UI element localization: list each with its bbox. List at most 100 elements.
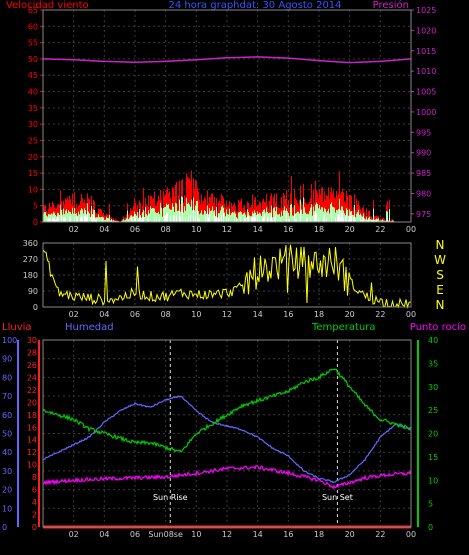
rain-y-tick: 26 [27, 361, 37, 370]
temp-x-tick: 10 [191, 530, 201, 539]
dewpoint-axis-label: Punto rocío [410, 321, 466, 333]
rain-axis-label: Lluvia [2, 322, 32, 333]
direction-x-tick: 06 [130, 310, 140, 319]
wind-y-tick: 20 [28, 153, 38, 162]
rain-y-tick: 22 [27, 386, 37, 395]
rain-y-tick: 28 [27, 348, 37, 357]
rain-y-tick: 14 [27, 436, 37, 445]
humidity-y-tick: 0 [2, 523, 7, 532]
temp-x-tick: 18 [314, 530, 324, 539]
direction-x-tick: 02 [69, 310, 79, 319]
graph-date-title: 24 hora graphdat: 30 Agosto 2014 [168, 0, 341, 11]
humidity-axis-label: Humedad [65, 322, 114, 333]
humidity-y-tick: 50 [2, 430, 12, 439]
temperature-y-tick: 30 [428, 383, 438, 392]
pressure-y-tick: 1010 [416, 67, 436, 76]
rain-y-tick: 0 [32, 523, 37, 532]
wind-y-tick: 55 [28, 39, 38, 48]
pressure-y-tick: 980 [416, 189, 431, 198]
wind-speed-bars [43, 170, 410, 222]
temp-x-tick: 14 [253, 530, 263, 539]
wind-x-tick: 00 [406, 225, 416, 234]
rain-y-tick: 16 [27, 423, 37, 432]
wind-x-tick: 18 [314, 225, 324, 234]
rain-y-tick: 10 [27, 461, 37, 470]
temp-x-tick: 12 [222, 530, 232, 539]
direction-x-tick: 14 [253, 310, 263, 319]
wind-x-tick: 04 [99, 225, 109, 234]
temp-x-tick: 20 [345, 530, 355, 539]
cardinal-label: E [436, 283, 444, 297]
wind-x-tick: 16 [283, 225, 293, 234]
direction-y-tick: 180 [23, 271, 38, 280]
temp-x-tick: 16 [283, 530, 293, 539]
temp-x-tick: Sun08se [148, 530, 183, 539]
wind-x-tick: 06 [130, 225, 140, 234]
direction-x-tick: 12 [222, 310, 232, 319]
humidity-line [42, 395, 412, 484]
direction-x-tick: 20 [345, 310, 355, 319]
rain-y-tick: 8 [32, 473, 37, 482]
wind-direction-line [42, 244, 411, 309]
wind-y-tick: 35 [28, 104, 38, 113]
wind-x-tick: 02 [69, 225, 79, 234]
wind-y-tick: 0 [33, 218, 38, 227]
temperature-axis-label: Temperatura [311, 322, 376, 333]
wind-y-tick: 30 [28, 120, 38, 129]
temperature-line [42, 368, 412, 453]
pressure-y-tick: 975 [416, 210, 431, 219]
wind-y-tick: 45 [28, 71, 38, 80]
temperature-y-tick: 10 [428, 476, 438, 485]
temperature-humidity-panel: 0102030405060708090100024681012141618202… [2, 336, 438, 539]
temperature-y-tick: 40 [428, 336, 438, 345]
pressure-y-tick: 985 [416, 169, 431, 178]
wind-x-tick: 22 [375, 225, 385, 234]
direction-x-tick: 08 [161, 310, 171, 319]
humidity-y-tick: 80 [2, 373, 12, 382]
wind-x-tick: 10 [191, 225, 201, 234]
direction-plot-frame [42, 242, 412, 308]
wind-pressure-panel: 0510152025303540455055606597598098599099… [28, 6, 437, 234]
rain-y-tick: 18 [27, 411, 37, 420]
rain-y-tick: 2 [32, 511, 37, 520]
wind-y-tick: 10 [28, 185, 38, 194]
cardinal-label: W [434, 253, 446, 267]
pressure-y-tick: 990 [416, 149, 431, 158]
temperature-y-tick: 35 [428, 359, 438, 368]
direction-x-tick: 00 [406, 310, 416, 319]
temp-x-tick: 02 [69, 530, 79, 539]
temperature-y-tick: 5 [428, 500, 433, 509]
rain-y-tick: 24 [27, 373, 37, 382]
wind-y-tick: 5 [33, 202, 38, 211]
direction-x-tick: 22 [375, 310, 385, 319]
cardinal-label: N [436, 238, 445, 252]
temp-plot-frame [42, 339, 412, 528]
temp-x-tick: 04 [99, 530, 109, 539]
pressure-line [42, 56, 412, 64]
pressure-y-tick: 1005 [416, 88, 436, 97]
wind-speed-title: Velocidad viento [6, 0, 89, 11]
rain-y-tick: 30 [27, 336, 37, 345]
wind-x-tick: 14 [253, 225, 263, 234]
wind-y-tick: 60 [28, 22, 38, 31]
humidity-y-tick: 90 [2, 355, 12, 364]
dewpoint-line [42, 464, 412, 490]
wind-plot-frame [42, 9, 412, 223]
humidity-y-tick: 100 [2, 336, 17, 345]
direction-y-tick: 270 [23, 255, 38, 264]
wind-x-tick: 12 [222, 225, 232, 234]
wind-x-tick: 08 [161, 225, 171, 234]
pressure-y-tick: 995 [416, 128, 431, 137]
temp-x-tick: 22 [375, 530, 385, 539]
temp-x-tick: 06 [130, 530, 140, 539]
pressure-y-tick: 1015 [416, 47, 436, 56]
temperature-y-tick: 0 [428, 523, 433, 532]
wind-y-tick: 15 [28, 169, 38, 178]
cardinal-label: S [436, 268, 444, 282]
direction-x-tick: 10 [191, 310, 201, 319]
wind-y-tick: 50 [28, 55, 38, 64]
pressure-y-tick: 1000 [416, 108, 436, 117]
rain-y-tick: 20 [27, 398, 37, 407]
direction-x-tick: 04 [99, 310, 109, 319]
